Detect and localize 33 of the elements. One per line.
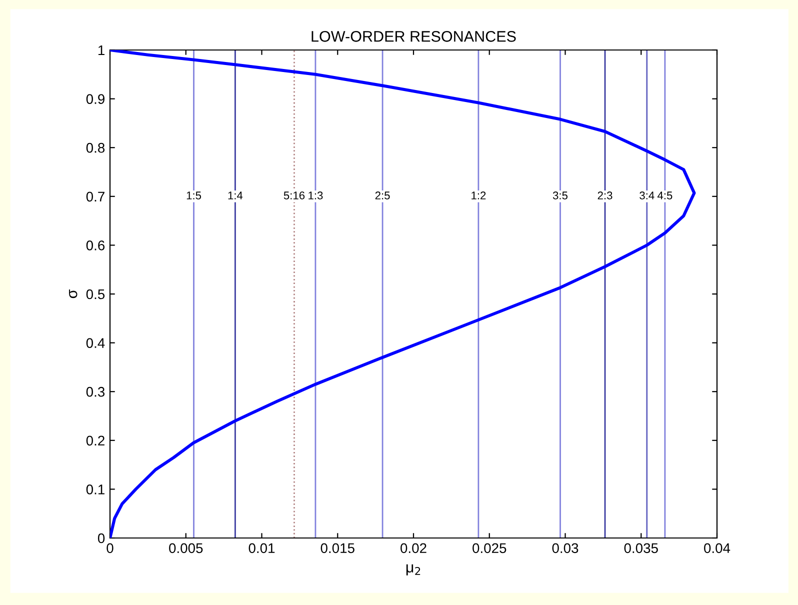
x-tick-label: 0 xyxy=(106,543,114,554)
annotation: 1:2 xyxy=(472,192,486,200)
x-tick-label: 0.025 xyxy=(472,543,506,554)
annotation: 1:5 xyxy=(186,192,202,200)
x-tick-label: 0.015 xyxy=(320,543,354,554)
x-axis-title: μ$_{2}$ xyxy=(406,564,420,576)
annotation: 3:4 xyxy=(640,192,654,200)
annotation: 1:3 xyxy=(308,192,323,200)
y-tick-label: 0.6 xyxy=(86,240,105,250)
y-tick-label: 0.9 xyxy=(86,94,104,104)
y-tick-label: 0.1 xyxy=(86,484,104,494)
y-tick-label: 0.3 xyxy=(86,386,105,397)
y-axis-title: σ xyxy=(69,290,78,298)
y-tick-label: 0.8 xyxy=(86,142,105,153)
x-tick-label: 0.03 xyxy=(552,543,578,554)
annotation: 4:5 xyxy=(657,192,672,200)
annotation: 1:4 xyxy=(228,192,243,200)
y-tick-label: 0.2 xyxy=(86,436,104,446)
x-tick-label: 0.04 xyxy=(704,543,730,554)
y-tick-label: 0.7 xyxy=(86,192,104,202)
x-tick-label: 0.005 xyxy=(169,543,203,554)
x-tick-label: 0.035 xyxy=(624,543,658,554)
annotation: 2:3 xyxy=(598,192,612,200)
annotation: 5:16 xyxy=(284,192,305,200)
chart-title: LOW-ORDER RESONANCES xyxy=(312,31,516,42)
annotation: 3:5 xyxy=(552,192,568,200)
y-tick-label: 0.5 xyxy=(86,289,105,300)
y-tick-label: 0.4 xyxy=(86,338,105,348)
y-tick-label: 1 xyxy=(98,45,104,56)
x-tick-label: 0.02 xyxy=(400,543,426,554)
annotation: 2:5 xyxy=(375,192,390,200)
y-tick-label: 0 xyxy=(98,533,105,544)
x-tick-label: 0.01 xyxy=(248,543,275,554)
